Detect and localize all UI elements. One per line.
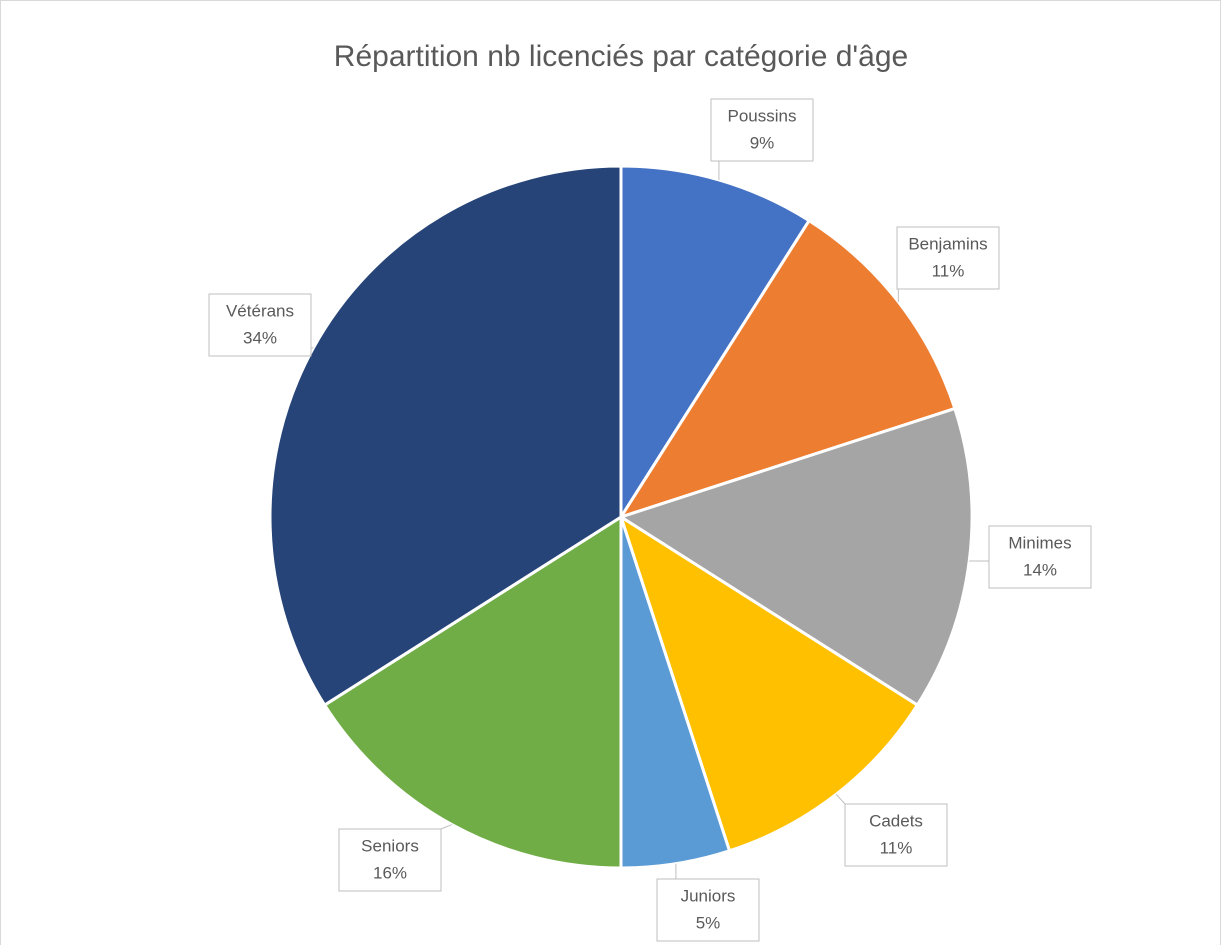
label-category: Seniors [361, 836, 419, 855]
label-value: 34% [243, 328, 277, 347]
label-box [988, 525, 1092, 589]
label-value: 11% [880, 838, 913, 857]
pie-slice [268, 164, 623, 708]
chart-title: Répartition nb licenciés par catégorie d… [334, 40, 908, 73]
label-box [338, 828, 442, 892]
label-value: 9% [750, 133, 775, 152]
label-box [710, 98, 814, 162]
label-box [896, 226, 1000, 290]
label-category: Minimes [1008, 533, 1071, 552]
label-category: Vétérans [226, 301, 294, 320]
label-category: Poussins [728, 106, 797, 125]
pie-slice [619, 164, 812, 523]
label-box [208, 293, 312, 357]
label-category: Juniors [681, 886, 736, 905]
pie-slice [618, 513, 920, 853]
label-value: 11% [932, 261, 965, 280]
label-value: 14% [1023, 560, 1057, 579]
label-box [656, 878, 760, 942]
label-leader [440, 824, 453, 830]
pie-slice [322, 514, 623, 870]
label-category: Benjamins [908, 234, 987, 253]
label-box [844, 803, 948, 867]
label-value: 5% [696, 913, 721, 932]
label-value: 16% [373, 863, 407, 882]
label-category: Cadets [869, 811, 923, 830]
label-leader [835, 794, 846, 805]
